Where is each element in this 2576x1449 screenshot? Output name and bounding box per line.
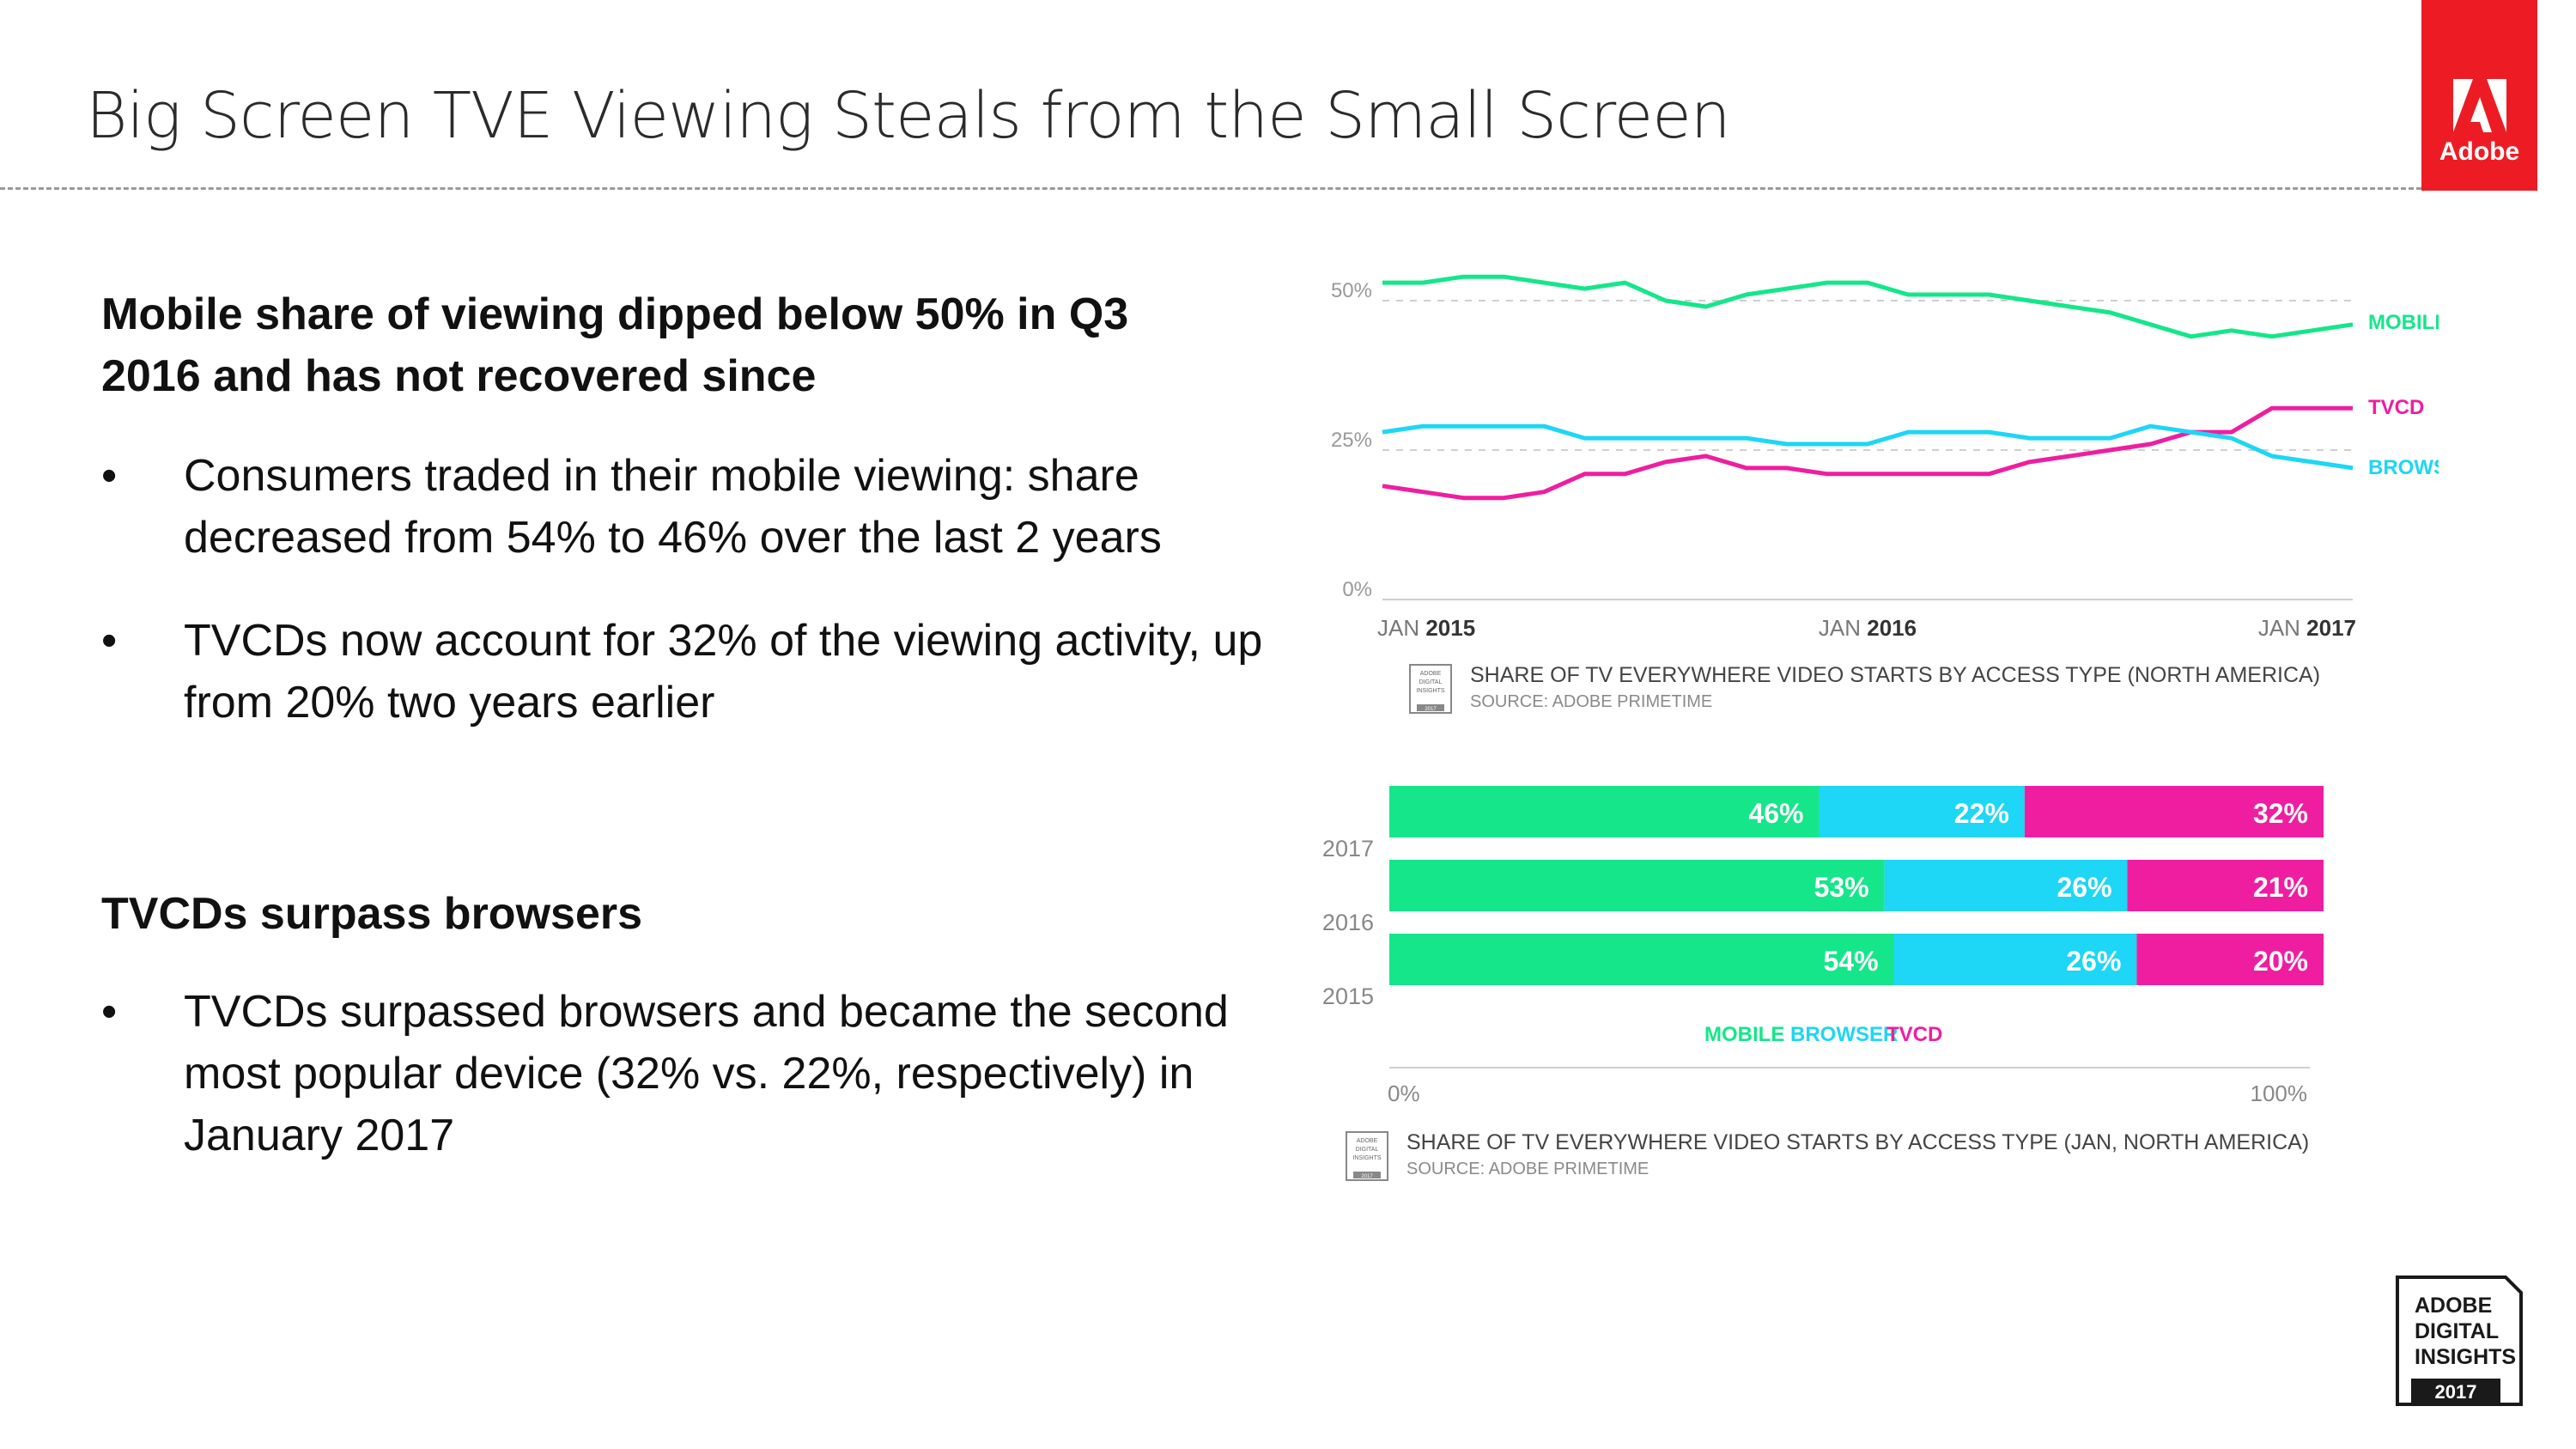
- x-tick-prefix: JAN: [1377, 615, 1425, 641]
- bar-segment-tvcd: [2024, 786, 2324, 837]
- adobe-wordmark: Adobe: [2439, 137, 2520, 166]
- bar-segment-browser: [1819, 786, 2025, 837]
- x-tick-label: 100%: [2251, 1081, 2308, 1106]
- section-heading-mobile: Mobile share of viewing dipped below 50%…: [101, 289, 1129, 401]
- adobe-logo: Adobe: [2421, 0, 2537, 191]
- bullet-tvcd-surpass: • TVCDs surpassed browsers and became th…: [101, 981, 1291, 1166]
- series-label-tvcd: TVCD: [2368, 396, 2424, 419]
- cap-icon-line: DIGITAL: [1356, 1147, 1379, 1153]
- bar-segment-mobile: [1389, 860, 1885, 911]
- bar-category-label: 2017: [1322, 836, 1374, 861]
- x-tick-label: JAN 2017: [2258, 615, 2356, 641]
- series-line-tvcd: [1382, 405, 2353, 501]
- y-tick-label: 50%: [1331, 279, 1372, 302]
- bar-data-label: 21%: [2253, 872, 2308, 903]
- bar-segment-browser: [1884, 860, 2128, 911]
- bar-data-label: 53%: [1814, 872, 1869, 903]
- badge-line: DIGITAL: [2415, 1319, 2500, 1343]
- y-tick-label: 0%: [1342, 578, 1372, 601]
- legend-item-browser: BROWSER: [1790, 1023, 1898, 1046]
- bullet-dot: •: [101, 987, 118, 1037]
- badge-line: ADOBE: [2415, 1294, 2493, 1318]
- x-tick-label: JAN 2016: [1819, 615, 1917, 641]
- x-tick-prefix: JAN: [2258, 615, 2306, 641]
- badge-line: INSIGHTS: [2415, 1345, 2517, 1369]
- slide-title: Big Screen TVE Viewing Steals from the S…: [86, 79, 1731, 153]
- bar-segment-tvcd: [2127, 860, 2324, 911]
- series-label-browser: BROWSER: [2368, 456, 2439, 479]
- title-divider: [0, 187, 2421, 190]
- bar-chart: 2017 46% 22% 32% 2016 53% 26% 21% 2015 54% 26% 20% M…: [1322, 786, 2324, 1106]
- bar-data-label: 22%: [1954, 798, 2009, 829]
- bar-segment-mobile: [1389, 934, 1894, 985]
- section-heading-tvcd: TVCDs surpass browsers: [101, 889, 643, 939]
- bullet-text: TVCDs surpassed browsers and became the …: [184, 987, 1229, 1160]
- x-tick-year: 2015: [1425, 615, 1475, 641]
- x-tick-label: 0%: [1388, 1081, 1420, 1106]
- bullet-text: TVCDs now account for 32% of the viewing…: [184, 616, 1263, 728]
- bar-data-label: 26%: [2066, 946, 2121, 977]
- x-tick-year: 2016: [1867, 615, 1917, 641]
- cap-icon-line: DIGITAL: [1419, 679, 1443, 685]
- bar-category-label: 2016: [1322, 910, 1374, 935]
- legend-item-mobile: MOBILE: [1704, 1023, 1784, 1046]
- bullet-text: Consumers traded in their mobile viewing…: [184, 451, 1162, 563]
- bar-segment-tvcd: [2136, 934, 2324, 985]
- bullet-mobile-share: • Consumers traded in their mobile viewi…: [101, 445, 1291, 569]
- adobe-a-icon: [2453, 79, 2506, 132]
- bar-segment-mobile: [1389, 786, 1820, 837]
- bar-chart-source: SOURCE: ADOBE PRIMETIME: [1406, 1160, 1649, 1178]
- bar-category-label: 2015: [1322, 983, 1374, 1009]
- legend-item-tvcd: TVCD: [1886, 1023, 1942, 1046]
- bar-data-label: 20%: [2253, 946, 2308, 977]
- x-tick-prefix: JAN: [1819, 615, 1867, 641]
- cap-icon-line: 2017: [1425, 707, 1437, 712]
- bar-data-label: 46%: [1748, 798, 1803, 829]
- cap-icon-line: INSIGHTS: [1352, 1155, 1381, 1161]
- cap-icon-line: ADOBE: [1420, 671, 1442, 677]
- series-line-browser: [1382, 423, 2354, 471]
- cap-icon-line: 2017: [1361, 1174, 1373, 1179]
- line-chart-title: SHARE OF TV EVERYWHERE VIDEO STARTS BY A…: [1470, 663, 2321, 687]
- cap-icon-line: INSIGHTS: [1416, 688, 1444, 694]
- adobe-digital-insights-badge: ADOBE DIGITAL INSIGHTS 2017: [2396, 1275, 2523, 1406]
- badge-year: 2017: [2411, 1379, 2500, 1406]
- badge-text: ADOBE DIGITAL INSIGHTS: [2415, 1293, 2516, 1370]
- x-tick-year: 2017: [2306, 615, 2356, 641]
- bar-chart-title: SHARE OF TV EVERYWHERE VIDEO STARTS BY A…: [1406, 1130, 2310, 1154]
- badge-frame-icon: [2396, 1275, 2523, 1406]
- x-tick-label: JAN 2015: [1377, 615, 1475, 641]
- bullet-tvcd-share: • TVCDs now account for 32% of the viewi…: [101, 610, 1291, 734]
- bar-data-label: 26%: [2057, 872, 2111, 903]
- series-label-mobile: MOBILE: [2368, 311, 2439, 334]
- line-chart-source: SOURCE: ADOBE PRIMETIME: [1470, 692, 1713, 711]
- bar-data-label: 54%: [1823, 946, 1878, 977]
- series-line-mobile: [1382, 274, 2354, 339]
- cap-icon-line: ADOBE: [1357, 1138, 1378, 1144]
- bullet-dot: •: [101, 451, 118, 501]
- adobe-digital-insights-icon: ADOBE DIGITAL INSIGHTS 2017: [1346, 1131, 1388, 1181]
- adobe-digital-insights-icon: ADOBE DIGITAL INSIGHTS 2017: [1409, 664, 1452, 714]
- bar-data-label: 32%: [2253, 798, 2308, 829]
- y-tick-label: 25%: [1331, 429, 1372, 452]
- bar-segment-browser: [1893, 934, 2137, 985]
- bullet-dot: •: [101, 616, 118, 666]
